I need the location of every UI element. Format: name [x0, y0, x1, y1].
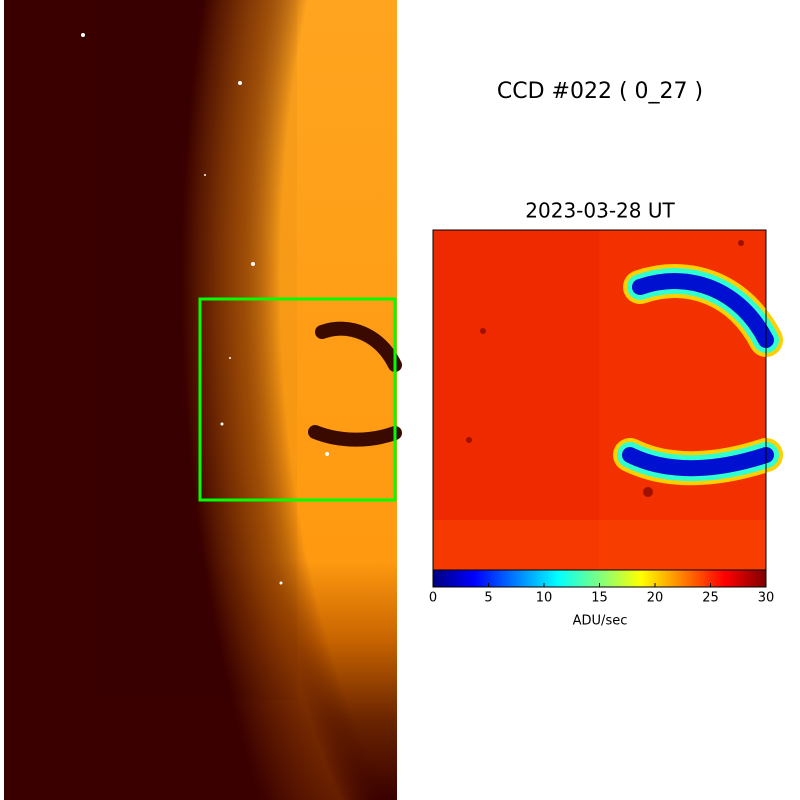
panel-title: 2023-03-28 UT [525, 199, 675, 223]
colorbar-tick-label: 0 [429, 591, 437, 606]
title: CCD #022 ( 0_27 ) [497, 79, 703, 104]
colorbar-label: ADU/sec [573, 614, 628, 629]
colorbar-tick-label: 15 [591, 591, 608, 606]
ccd-image [4, 0, 402, 800]
colorbar-tick-label: 25 [702, 591, 719, 606]
colorbar-tick-label: 20 [647, 591, 664, 606]
colorbar-tick-label: 5 [484, 591, 492, 606]
colorbar-tick-label: 30 [758, 591, 775, 606]
colorbar-tick-label: 10 [536, 591, 553, 606]
zoom-image [432, 229, 783, 571]
